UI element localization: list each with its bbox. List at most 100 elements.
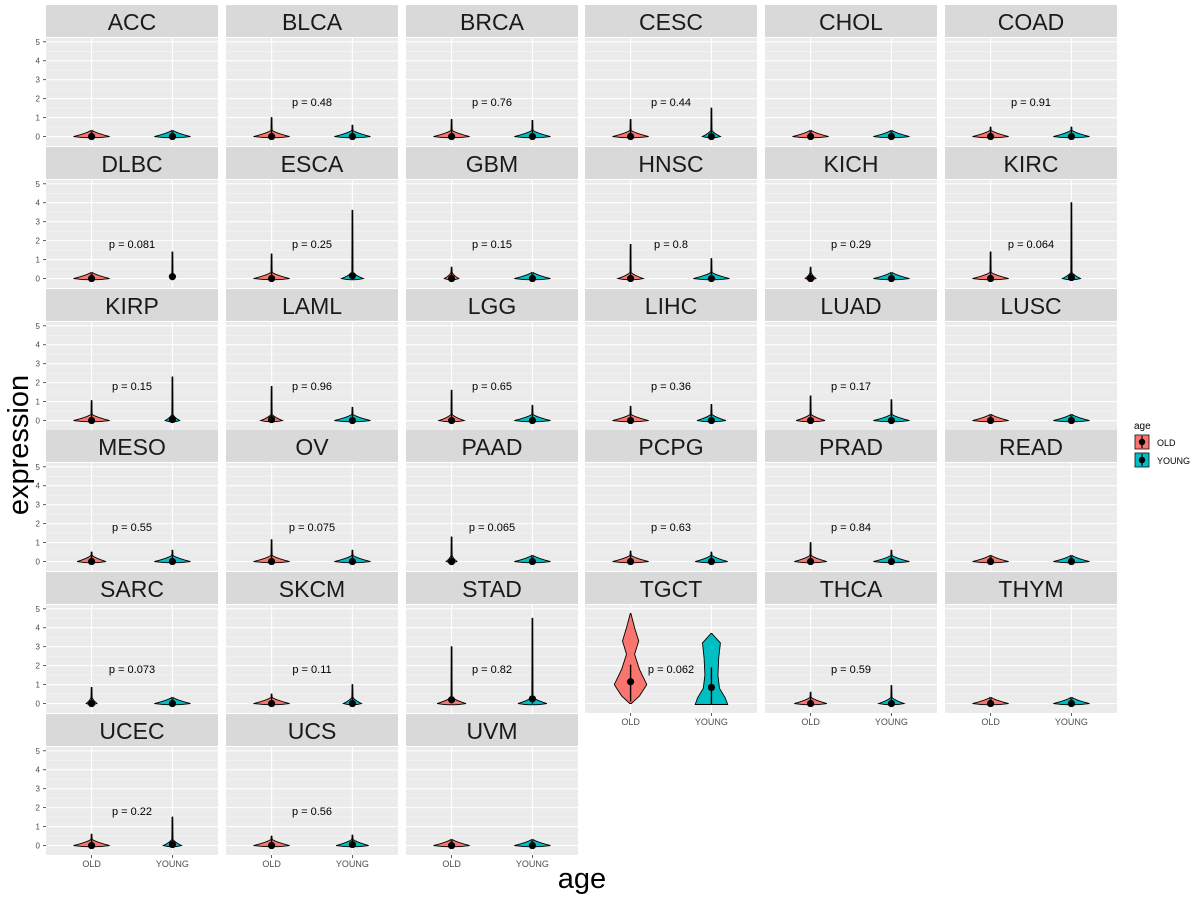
median-point-old — [986, 699, 995, 708]
median-point-old — [267, 557, 276, 566]
median-point-old — [626, 132, 635, 141]
median-point-young — [707, 132, 716, 141]
facet-title: LUSC — [1000, 293, 1061, 319]
x-tick-label: YOUNG — [875, 717, 908, 727]
facet-strip — [765, 5, 937, 37]
facet-title: GBM — [466, 151, 518, 177]
legend-label-old: OLD — [1157, 438, 1176, 448]
plot-background — [945, 38, 1117, 146]
facet-panel-chol: CHOL — [765, 5, 937, 146]
facet-strip — [585, 147, 757, 179]
median-point-young — [1067, 132, 1076, 141]
median-point-young — [528, 132, 537, 141]
p-value-label: p = 0.65 — [472, 381, 512, 393]
median-point-old — [806, 416, 815, 425]
facet-panel-stad: STAD p = 0.82 — [406, 572, 578, 713]
median-point-young — [707, 683, 716, 692]
y-tick-label: 3 — [36, 76, 41, 85]
median-point-young — [1067, 699, 1076, 708]
facet-strip — [945, 147, 1117, 179]
median-point-young — [528, 557, 537, 566]
p-value-label: p = 0.96 — [292, 381, 332, 393]
plot-background — [46, 38, 218, 146]
plot-background — [226, 747, 398, 855]
legend: age OLD YOUNG — [1134, 421, 1190, 468]
median-point-young — [887, 699, 896, 708]
plot-background — [406, 322, 578, 430]
facet-strip — [765, 430, 937, 462]
y-tick-label: 5 — [36, 322, 41, 331]
median-point-young — [168, 415, 177, 424]
median-point-old — [87, 132, 96, 141]
y-tick-label: 4 — [36, 341, 41, 350]
y-tick-label: 1 — [36, 681, 41, 690]
y-tick-label: 2 — [36, 237, 41, 246]
facet-panel-dlbc: DLBC 0 1 2 3 4 5 p = 0.081 — [36, 147, 218, 288]
y-axis-title: expression — [3, 375, 35, 515]
facet-title: THYM — [998, 576, 1063, 602]
median-point-old — [806, 557, 815, 566]
p-value-label: p = 0.56 — [292, 806, 332, 818]
y-tick-label: 5 — [36, 463, 41, 472]
median-point-old — [267, 132, 276, 141]
plot-background — [46, 605, 218, 713]
plot-background — [585, 605, 757, 713]
median-point-old — [986, 274, 995, 283]
median-point-old — [626, 557, 635, 566]
median-point-young — [887, 416, 896, 425]
plot-background — [765, 463, 937, 571]
median-point-old — [447, 557, 456, 566]
facet-panel-luad: LUAD p = 0.17 — [765, 289, 937, 430]
violin-old — [613, 613, 648, 704]
plot-background — [406, 180, 578, 288]
p-value-label: p = 0.11 — [292, 664, 331, 676]
facet-strip — [945, 572, 1117, 604]
median-point-old — [87, 274, 96, 283]
facet-strip — [765, 572, 937, 604]
y-tick-label: 4 — [36, 624, 41, 633]
facet-panel-lgg: LGG p = 0.65 — [406, 289, 578, 430]
facet-strip — [46, 714, 218, 746]
plot-background — [585, 322, 757, 430]
facet-strip — [945, 289, 1117, 321]
x-tick-label: OLD — [262, 859, 281, 869]
facet-strip — [945, 5, 1117, 37]
median-point-young — [707, 416, 716, 425]
y-tick-label: 0 — [36, 842, 41, 851]
facet-title: PCPG — [638, 434, 703, 460]
facet-panel-lusc: LUSC — [945, 289, 1117, 430]
facet-strip — [406, 289, 578, 321]
facet-strip — [46, 572, 218, 604]
p-value-label: p = 0.17 — [831, 381, 871, 393]
facet-panel-cesc: CESC p = 0.44 — [585, 5, 757, 146]
y-tick-label: 4 — [36, 199, 41, 208]
x-tick-label: YOUNG — [336, 859, 369, 869]
plot-background — [46, 180, 218, 288]
median-point-young — [528, 841, 537, 850]
legend-key-old — [1134, 434, 1150, 450]
facet-strip — [406, 5, 578, 37]
facet-panel-kirp: KIRP 0 1 2 3 4 5 p = 0.15 — [36, 289, 218, 430]
plot-background — [226, 38, 398, 146]
median-point-young — [168, 273, 177, 281]
facet-panel-lihc: LIHC p = 0.36 — [585, 289, 757, 430]
y-tick-label: 5 — [36, 38, 41, 47]
plot-background — [945, 180, 1117, 288]
median-point-young — [348, 272, 357, 280]
y-tick-label: 4 — [36, 766, 41, 775]
y-tick-label: 5 — [36, 747, 41, 756]
median-point-old — [267, 841, 276, 850]
p-value-label: p = 0.15 — [112, 381, 152, 393]
plot-background — [765, 38, 937, 146]
facet-panel-sarc: SARC 0 1 2 3 4 5 p = 0.073 — [36, 572, 218, 713]
p-value-label: p = 0.062 — [648, 664, 694, 676]
facet-strip — [406, 572, 578, 604]
facet-title: LUAD — [820, 293, 881, 319]
facet-panel-meso: MESO 0 1 2 3 4 5 p = 0.55 — [36, 430, 218, 571]
y-tick-label: 0 — [36, 133, 41, 142]
y-tick-label: 5 — [36, 180, 41, 189]
facet-title: READ — [999, 434, 1063, 460]
median-point-old — [87, 841, 96, 850]
facet-panel-paad: PAAD p = 0.065 — [406, 430, 578, 571]
median-point-young — [1067, 416, 1076, 425]
